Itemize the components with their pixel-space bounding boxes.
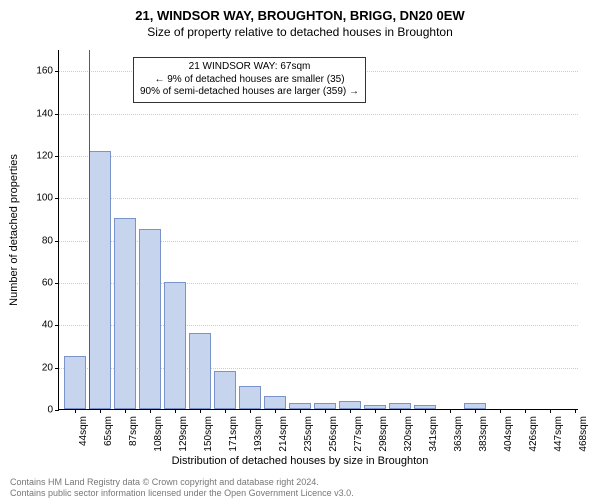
- histogram-bar: [89, 151, 111, 409]
- histogram-bar: [164, 282, 186, 409]
- footer-attribution: Contains HM Land Registry data © Crown c…: [10, 477, 354, 498]
- footer-line-2: Contains public sector information licen…: [10, 488, 354, 498]
- xtick-label: 383sqm: [478, 416, 489, 452]
- xtick-mark: [175, 409, 176, 413]
- reference-line: [89, 50, 90, 409]
- xtick-label: 404sqm: [503, 416, 514, 452]
- xtick-mark: [225, 409, 226, 413]
- ytick-label: 160: [23, 66, 53, 77]
- annotation-line-2: ← 9% of detached houses are smaller (35): [140, 74, 359, 87]
- xtick-label: 447sqm: [553, 416, 564, 452]
- plot-region: 02040608010012014016044sqm65sqm87sqm108s…: [58, 50, 578, 410]
- annotation-box: 21 WINDSOR WAY: 67sqm ← 9% of detached h…: [133, 57, 366, 103]
- xtick-label: 44sqm: [78, 416, 89, 446]
- xtick-mark: [250, 409, 251, 413]
- chart-area: 02040608010012014016044sqm65sqm87sqm108s…: [58, 50, 578, 410]
- ytick-mark: [55, 198, 59, 199]
- histogram-bar: [264, 396, 286, 409]
- chart-title: 21, WINDSOR WAY, BROUGHTON, BRIGG, DN20 …: [0, 0, 600, 23]
- xtick-label: 363sqm: [453, 416, 464, 452]
- xtick-label: 214sqm: [278, 416, 289, 452]
- annotation-line-1: 21 WINDSOR WAY: 67sqm: [140, 61, 359, 74]
- y-axis-label: Number of detached properties: [8, 154, 20, 306]
- ytick-mark: [55, 114, 59, 115]
- xtick-mark: [500, 409, 501, 413]
- xtick-mark: [525, 409, 526, 413]
- ytick-label: 20: [23, 362, 53, 373]
- xtick-label: 468sqm: [578, 416, 589, 452]
- ytick-mark: [55, 71, 59, 72]
- xtick-label: 256sqm: [328, 416, 339, 452]
- chart-container: 21, WINDSOR WAY, BROUGHTON, BRIGG, DN20 …: [0, 0, 600, 500]
- ytick-label: 120: [23, 150, 53, 161]
- ytick-mark: [55, 241, 59, 242]
- xtick-mark: [575, 409, 576, 413]
- histogram-bar: [339, 401, 361, 409]
- xtick-label: 150sqm: [203, 416, 214, 452]
- ytick-label: 100: [23, 193, 53, 204]
- xtick-label: 193sqm: [253, 416, 264, 452]
- chart-subtitle: Size of property relative to detached ho…: [0, 23, 600, 39]
- xtick-mark: [375, 409, 376, 413]
- xtick-mark: [475, 409, 476, 413]
- gridline: [59, 368, 578, 369]
- ytick-label: 80: [23, 235, 53, 246]
- histogram-bar: [239, 386, 261, 409]
- histogram-bar: [214, 371, 236, 409]
- xtick-mark: [125, 409, 126, 413]
- ytick-mark: [55, 325, 59, 326]
- xtick-label: 277sqm: [353, 416, 364, 452]
- xtick-mark: [275, 409, 276, 413]
- xtick-mark: [400, 409, 401, 413]
- histogram-bar: [139, 229, 161, 409]
- footer-line-1: Contains HM Land Registry data © Crown c…: [10, 477, 354, 487]
- gridline: [59, 241, 578, 242]
- histogram-bar: [189, 333, 211, 409]
- ytick-label: 60: [23, 277, 53, 288]
- x-axis-label: Distribution of detached houses by size …: [0, 455, 600, 467]
- annotation-line-3: 90% of semi-detached houses are larger (…: [140, 86, 359, 99]
- ytick-mark: [55, 410, 59, 411]
- xtick-label: 65sqm: [103, 416, 114, 446]
- xtick-mark: [200, 409, 201, 413]
- xtick-label: 129sqm: [178, 416, 189, 452]
- ytick-mark: [55, 283, 59, 284]
- xtick-mark: [350, 409, 351, 413]
- xtick-label: 341sqm: [428, 416, 439, 452]
- xtick-mark: [325, 409, 326, 413]
- xtick-mark: [450, 409, 451, 413]
- gridline: [59, 198, 578, 199]
- ytick-label: 40: [23, 320, 53, 331]
- xtick-label: 320sqm: [403, 416, 414, 452]
- gridline: [59, 325, 578, 326]
- gridline: [59, 283, 578, 284]
- ytick-label: 0: [23, 405, 53, 416]
- xtick-label: 108sqm: [153, 416, 164, 452]
- xtick-label: 235sqm: [303, 416, 314, 452]
- ytick-label: 140: [23, 108, 53, 119]
- xtick-mark: [75, 409, 76, 413]
- xtick-mark: [150, 409, 151, 413]
- ytick-mark: [55, 156, 59, 157]
- gridline: [59, 114, 578, 115]
- xtick-label: 171sqm: [228, 416, 239, 452]
- histogram-bar: [114, 218, 136, 409]
- xtick-mark: [550, 409, 551, 413]
- xtick-label: 298sqm: [378, 416, 389, 452]
- xtick-label: 87sqm: [128, 416, 139, 446]
- ytick-mark: [55, 368, 59, 369]
- xtick-label: 426sqm: [528, 416, 539, 452]
- xtick-mark: [425, 409, 426, 413]
- xtick-mark: [300, 409, 301, 413]
- xtick-mark: [100, 409, 101, 413]
- gridline: [59, 156, 578, 157]
- histogram-bar: [64, 356, 86, 409]
